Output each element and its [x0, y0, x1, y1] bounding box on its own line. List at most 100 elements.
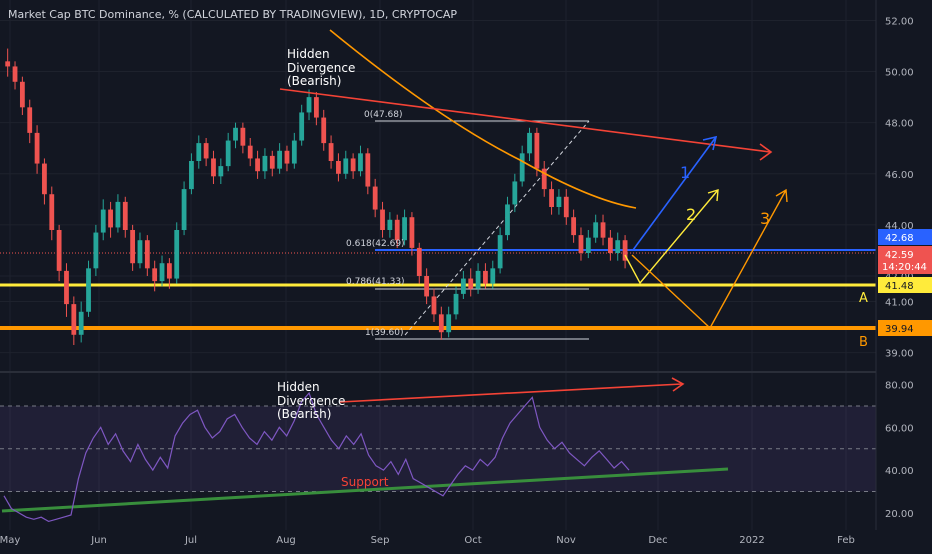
fib-0-label: 0(47.68) — [364, 110, 403, 120]
svg-text:42.68: 42.68 — [885, 233, 914, 244]
time-tick-label: Oct — [464, 535, 481, 546]
fib-618-label: 0.618(42.69) — [346, 239, 405, 249]
time-axis[interactable]: May Jun Jul Aug Sep Oct Nov Dec 2022 Feb — [0, 530, 876, 550]
price-tag-last: 42.59 14:20:44 — [878, 246, 932, 274]
candle — [438, 306, 444, 340]
candle — [350, 153, 356, 179]
price-pane[interactable]: Hidden Divergence (Bearish) 0(47.68) 0.6… — [0, 19, 876, 354]
candle — [64, 263, 69, 317]
resistance-curve — [329, 29, 637, 209]
candle — [255, 150, 260, 179]
rsi-line[interactable] — [3, 391, 630, 523]
candle — [490, 260, 496, 289]
candle — [585, 230, 591, 259]
time-tick-label: Nov — [556, 535, 576, 546]
rsi-divergence-label-2: Divergence — [277, 394, 345, 408]
rsi-divergence-label-3: (Bearish) — [277, 407, 331, 421]
candle — [343, 150, 349, 179]
price-grid — [0, 19, 876, 354]
bearish-trendline — [279, 88, 773, 161]
candle — [203, 138, 209, 167]
divergence-label-1: Hidden — [287, 47, 330, 61]
rsi-divergence-label-1: Hidden — [277, 380, 320, 394]
candle — [115, 194, 121, 233]
support-label: Support — [341, 475, 389, 489]
candle — [137, 232, 143, 269]
price-tick-label: 41.00 — [885, 298, 914, 309]
projection-blue — [632, 135, 718, 251]
candle — [49, 186, 55, 241]
candle — [56, 224, 62, 282]
fib-diagonal — [404, 120, 590, 336]
candle — [622, 235, 628, 269]
candle — [5, 48, 11, 77]
candle — [174, 222, 180, 284]
candlestick-series[interactable] — [5, 48, 628, 345]
candle — [78, 301, 84, 343]
candle — [328, 135, 334, 169]
candle — [505, 196, 510, 241]
candle — [71, 296, 77, 345]
candle — [387, 212, 393, 238]
candle — [446, 306, 452, 338]
candle — [34, 125, 40, 174]
rsi-pane[interactable]: Hidden Divergence (Bearish) Support — [0, 377, 876, 523]
candle — [380, 201, 385, 238]
price-tick-label: 50.00 — [885, 68, 914, 79]
rsi-tick-label: 20.00 — [885, 509, 914, 520]
wave-1-label: 1 — [680, 163, 690, 182]
candle — [19, 76, 25, 115]
candle — [159, 255, 165, 287]
candle — [277, 143, 283, 174]
candle — [424, 268, 430, 305]
candle — [100, 199, 106, 241]
candle — [218, 158, 224, 184]
projection-orange — [631, 188, 788, 330]
candle — [189, 153, 194, 195]
candle — [519, 145, 525, 187]
level-a-label: A — [859, 291, 868, 306]
divergence-label-3: (Bearish) — [287, 74, 341, 88]
candle — [556, 189, 562, 215]
level-b-label: B — [859, 335, 868, 350]
candle — [27, 99, 33, 144]
candle — [196, 135, 202, 169]
candle — [247, 138, 253, 167]
svg-text:14:20:44: 14:20:44 — [882, 262, 927, 273]
rsi-divergence-trendline — [339, 377, 685, 403]
candle — [240, 122, 246, 154]
candle — [152, 260, 158, 292]
candle — [571, 209, 577, 243]
candle — [541, 161, 547, 197]
wave-3-label: 3 — [760, 209, 770, 228]
rsi-scale[interactable]: 20.00 40.00 60.00 80.00 — [885, 381, 914, 520]
divergence-label-2: Divergence — [287, 61, 355, 75]
price-tick-label: 44.00 — [885, 221, 914, 232]
candle — [108, 201, 113, 238]
time-tick-label: Dec — [648, 535, 667, 546]
candle — [181, 181, 187, 236]
candle — [144, 235, 150, 276]
candle — [549, 181, 554, 215]
candle — [593, 214, 599, 243]
price-tick-label: 39.00 — [885, 349, 914, 360]
price-tick-label: 46.00 — [885, 170, 914, 181]
time-tick-label: Sep — [371, 535, 390, 546]
fib-786-label: 0.786(41.33) — [346, 277, 405, 287]
fib-1-label: 1(39.60) — [365, 328, 404, 338]
svg-text:42.59: 42.59 — [885, 250, 914, 261]
candle — [358, 145, 363, 177]
candle — [306, 89, 312, 121]
candle — [460, 270, 466, 299]
candle — [284, 145, 290, 172]
candle — [563, 189, 569, 225]
candle — [269, 150, 275, 177]
time-tick-label: 2022 — [739, 535, 764, 546]
candle — [394, 214, 400, 248]
candle — [93, 224, 99, 276]
chart-title: Market Cap BTC Dominance, % (CALCULATED … — [8, 8, 457, 21]
time-tick-label: Feb — [837, 535, 855, 546]
candle — [600, 214, 606, 246]
fib-retracement[interactable] — [375, 120, 590, 340]
